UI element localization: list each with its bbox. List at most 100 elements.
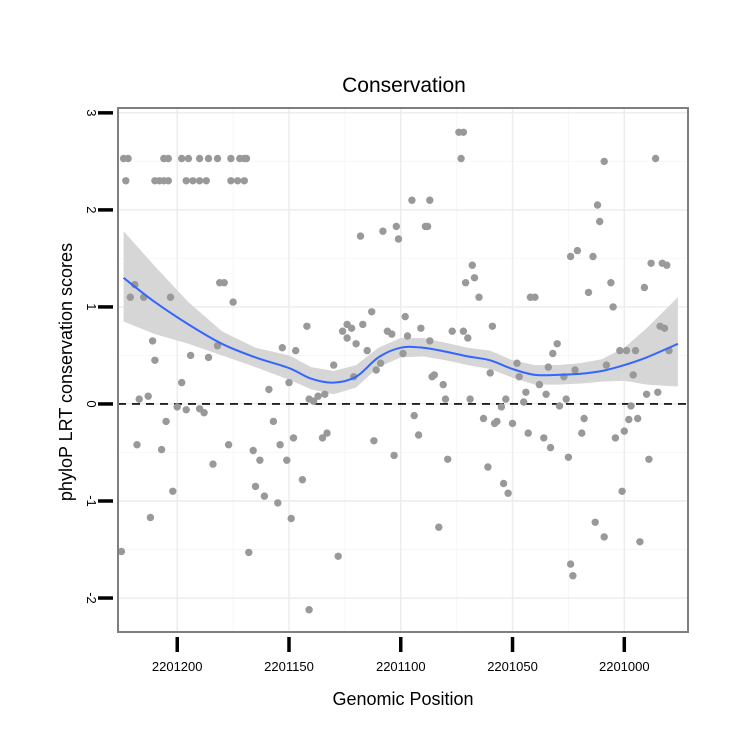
data-point [182,177,190,185]
data-point [549,349,557,358]
data-point [122,177,130,185]
data-point [589,252,597,261]
data-point [330,361,338,369]
data-point [368,308,376,316]
confidence-band [123,231,678,395]
data-point [410,411,418,420]
data-point [186,351,195,360]
data-point [323,429,331,437]
data-point [227,177,235,185]
data-point [151,356,159,364]
data-point [459,128,468,136]
data-point [564,453,573,461]
y-axis-label: phyloP LRT conservation scores [56,243,76,501]
data-point [426,337,434,345]
data-point [338,327,347,335]
data-point [408,196,416,204]
data-point [484,463,492,471]
data-point [133,441,141,449]
data-point [292,346,300,355]
data-point [566,252,575,261]
data-point [334,552,342,560]
data-point [135,395,143,403]
y-tick-label: -2 [84,592,99,604]
data-point [642,390,651,398]
data-point [640,283,649,292]
data-point [553,340,561,348]
data-point [388,330,396,338]
data-point [242,154,251,163]
data-point [596,217,604,226]
data-point [213,342,222,350]
smooth-line [122,277,679,384]
data-point [260,492,269,500]
data-point [584,288,593,297]
data-point [414,431,423,439]
data-point [569,572,577,580]
data-point [289,434,298,442]
data-point [566,560,575,568]
data-point [466,395,474,403]
data-point [600,157,608,166]
data-point [251,482,260,491]
data-point [520,398,528,406]
data-point [513,359,521,367]
data-point [195,154,204,163]
data-point [278,344,286,352]
panel-border [117,107,689,633]
data-point [269,417,278,426]
data-point [435,523,443,531]
data-point [283,456,291,464]
data-point [204,353,213,362]
data-point [524,429,532,437]
data-point [164,154,172,163]
data-point [616,346,624,355]
data-point [488,322,497,330]
data-point [321,390,329,398]
data-point [213,154,222,163]
data-point [287,514,295,523]
data-point [591,518,599,526]
data-point [544,363,552,371]
data-point [401,312,409,321]
data-point [265,385,273,394]
data-point [162,417,170,426]
data-point [444,455,452,463]
data-point [475,293,483,301]
y-tick-label: 2 [84,206,99,213]
data-point [124,154,132,163]
data-point [531,293,539,301]
data-point [663,261,671,269]
data-points [117,128,673,614]
data-point [555,402,564,410]
data-point [631,346,640,355]
data-point [224,441,233,449]
data-point [417,324,425,332]
data-point [515,373,523,381]
data-point [394,235,403,243]
data-point [622,346,631,355]
data-point [146,513,155,522]
data-point [660,324,669,332]
data-point [363,346,371,355]
y-tick-label: 1 [84,303,99,310]
data-point [178,378,186,387]
data-point [256,456,264,464]
data-point [479,414,488,423]
data-point [229,298,237,306]
data-point [629,371,637,379]
data-point [497,403,506,411]
data-point [189,177,197,185]
data-point [274,499,282,507]
data-point [117,547,126,556]
data-point [593,201,602,209]
data-point [441,395,450,403]
data-point [459,327,468,335]
data-point [651,154,660,163]
data-point [403,332,412,340]
x-tick-label: 2201100 [376,659,426,674]
data-point [468,261,476,269]
data-point [184,154,193,163]
data-point [200,409,208,417]
